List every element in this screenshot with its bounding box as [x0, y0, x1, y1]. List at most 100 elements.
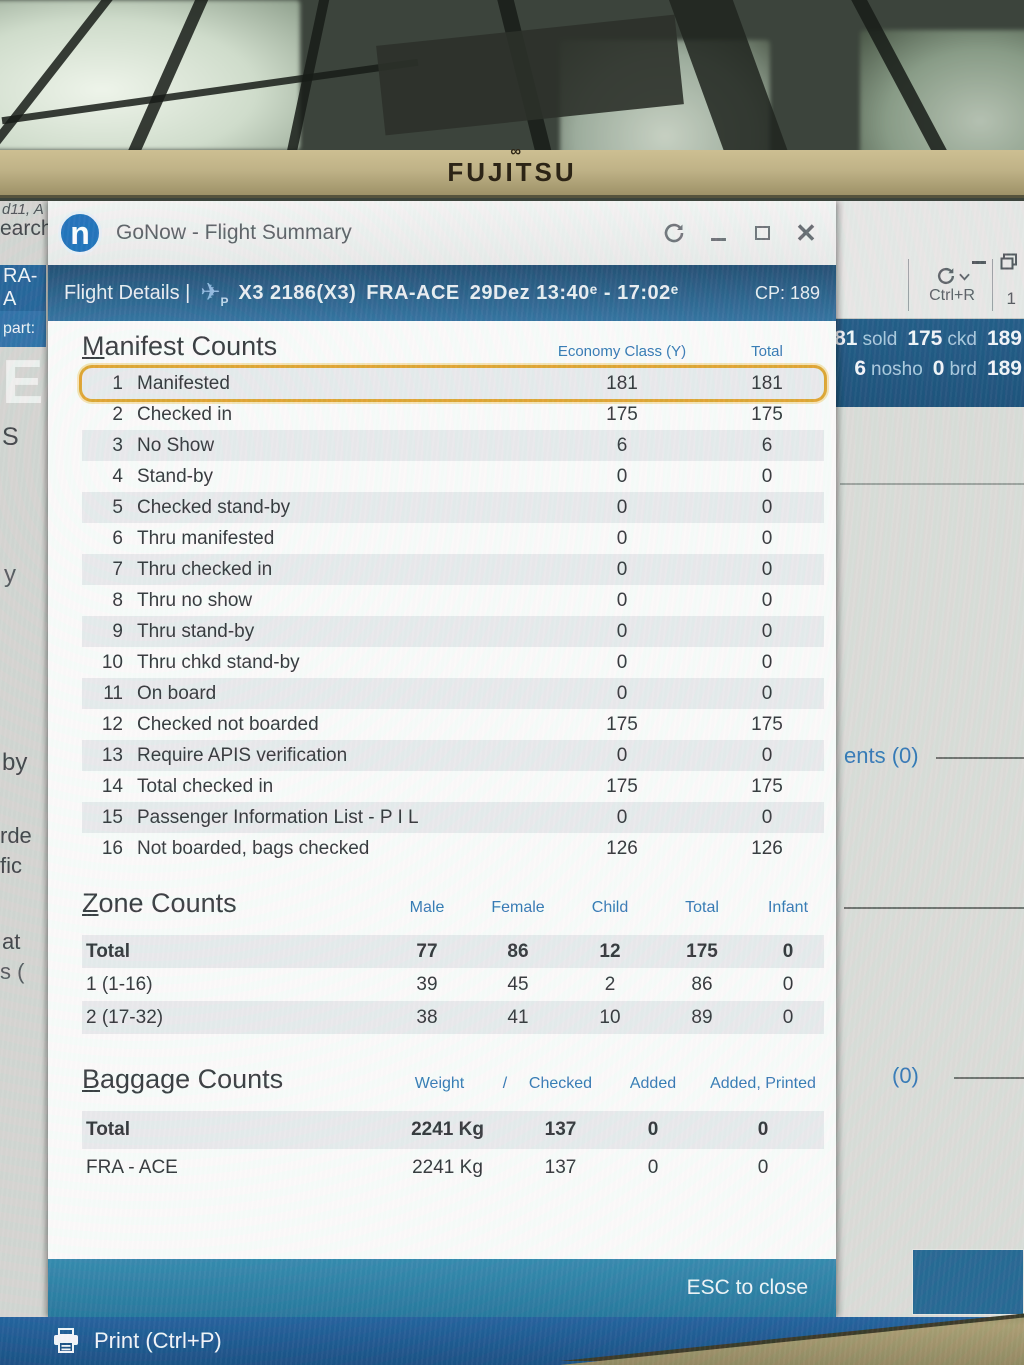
background-tab-fragment: RA-A — [0, 265, 46, 311]
manifest-row: 5 Checked stand-by 0 0 — [82, 492, 824, 523]
infant-column-header: Infant — [767, 899, 809, 916]
stats-row-2: 6 nosho 0 brd 189 — [840, 357, 1022, 381]
zone-table-header: Male Female Child Total Infant — [82, 895, 824, 921]
baggage-table-header: Weight / Checked Added Added, Printed — [82, 1071, 824, 1097]
comments-section-fragment: ents (0) — [844, 743, 919, 768]
zone-row: 2 (17-32) 38 41 10 89 0 — [82, 1001, 824, 1034]
zone-counts-title: Zone Counts — [82, 888, 237, 918]
background-tab-fragment: part: — [0, 311, 46, 347]
checked-column-header: Checked — [528, 1075, 593, 1092]
flight-summary-dialog: n GoNow - Flight Summary ✕ Flight Detail… — [48, 201, 836, 1317]
background-window-bottom-bar — [912, 1249, 1024, 1315]
esc-to-close-bar: ESC to close — [48, 1259, 836, 1317]
manifest-table-header: Economy Class (Y) Total — [82, 338, 824, 364]
economy-column-header: Economy Class (Y) — [557, 342, 687, 360]
zone-row: 1 (1-16) 39 45 2 86 0 — [86, 973, 794, 995]
background-text-fragment: by — [2, 749, 28, 776]
dialog-titlebar: n GoNow - Flight Summary ✕ — [48, 201, 836, 265]
close-icon[interactable]: ✕ — [795, 218, 817, 248]
background-text-fragment: at — [2, 929, 21, 954]
divider — [936, 757, 1024, 759]
monitor-brand: ∞ FUJITSU — [447, 143, 577, 187]
manifest-row: 16 Not boarded, bags checked 126 126 — [101, 837, 783, 859]
stat-item: 189 — [986, 357, 1022, 380]
airplane-icon: ✈P — [200, 278, 229, 309]
manifest-row: 12 Checked not boarded 175 175 — [101, 713, 783, 735]
refresh-ctrl-r-button[interactable]: Ctrl+R — [918, 257, 986, 313]
column-separator: / — [502, 1075, 508, 1092]
flight-details-bar: Flight Details | ✈P X3 2186(X3) FRA-ACE … — [48, 265, 836, 321]
count-fragment: (0) — [892, 1063, 919, 1088]
dialog-content: Manifest Counts Economy Class (Y) Total … — [48, 321, 836, 1259]
baggage-row: FRA - ACE 2241 Kg 137 0 0 — [86, 1157, 769, 1178]
child-column-header: Child — [591, 899, 629, 916]
manifest-row: 4 Stand-by 0 0 — [112, 465, 773, 487]
flight-number: X3 2186(X3) — [238, 281, 357, 304]
female-column-header: Female — [491, 899, 545, 916]
total-column-header: Total — [685, 899, 719, 916]
background-text-fragment: rde — [0, 823, 32, 848]
baggage-table-body: Total 2241 Kg 137 0 0 FRA - ACE 2241 Kg 137 0 0 — [82, 1111, 824, 1187]
monitor-bezel: ∞ FUJITSU — [0, 143, 1024, 198]
print-label: Print (Ctrl+P) — [94, 1328, 222, 1353]
toolbar-separator — [992, 259, 993, 311]
total-column-header: Total — [751, 342, 783, 360]
zone-table-body: Total 77 86 12 175 0 1 (1-16) 39 45 2 86 0 2 (17-32)… — [82, 935, 824, 1034]
manifest-row: 3 No Show 6 6 — [82, 430, 824, 461]
flight-details-label: Flight Details | — [64, 281, 191, 304]
capacity-label: CP: 189 — [754, 282, 820, 303]
weight-column-header: Weight — [414, 1075, 465, 1092]
manifest-row: 2 Checked in 175 175 — [112, 403, 783, 425]
window-title: GoNow - Flight Summary — [116, 221, 352, 244]
baggage-counts-title: Baggage Counts — [82, 1064, 284, 1094]
printer-icon — [54, 1328, 78, 1353]
background-text-fragment: fic — [0, 853, 22, 878]
background-text-fragment: s ( — [0, 959, 25, 984]
page-number: 1 — [1006, 289, 1016, 308]
male-column-header: Male — [409, 899, 445, 916]
restore-window-icon[interactable] — [1000, 253, 1018, 271]
added-column-header: Added — [629, 1075, 677, 1092]
gonow-logo-icon: n — [58, 211, 102, 255]
esc-to-close-label: ESC to close — [686, 1276, 808, 1299]
divider — [954, 1077, 1024, 1079]
maximize-icon[interactable] — [750, 221, 774, 245]
caret-down-icon — [958, 273, 970, 281]
manifest-row: 6 Thru manifested 0 0 — [112, 527, 773, 549]
added-printed-column-header: Added, Printed — [710, 1075, 816, 1092]
toolbar-separator — [908, 259, 909, 311]
refresh-icon — [935, 265, 970, 287]
background-text-fragment: d11, A — [2, 201, 44, 218]
background-text-fragment: earch — [0, 217, 53, 240]
manifest-row: 13 Require APIS verification 0 0 — [82, 740, 824, 771]
manifest-row: 9 Thru stand-by 0 0 — [82, 616, 824, 647]
minimize-icon[interactable] — [972, 260, 986, 264]
manifest-row: 1 Manifested 181 181 — [82, 368, 824, 399]
background-letter-fragment: E — [2, 348, 44, 417]
manifest-row: 7 Thru checked in 0 0 — [82, 554, 824, 585]
refresh-icon[interactable] — [662, 221, 686, 245]
fujitsu-logo-icon: ∞ — [510, 143, 525, 160]
minimize-icon[interactable] — [706, 221, 730, 245]
divider — [844, 907, 1024, 909]
monitor-screen: d11, A earch RA-A part: E S y by rde fic… — [0, 201, 1024, 1365]
background-text-fragment: y — [4, 561, 16, 588]
zone-row: Total 77 86 12 175 0 — [82, 935, 824, 968]
baggage-row: Total 2241 Kg 137 0 0 — [82, 1111, 824, 1149]
stat-item: 6 nosho — [854, 357, 923, 380]
manifest-row: 10 Thru chkd stand-by 0 0 — [101, 651, 773, 673]
background-text-fragment: S — [2, 423, 19, 451]
stat-item: 0 brd — [932, 357, 977, 380]
stat-item: 175 ckd — [907, 327, 977, 350]
background-window-toolbar: Ctrl+R 1 — [836, 201, 1024, 319]
manifest-row: 11 On board 0 0 — [82, 678, 824, 709]
manifest-counts-title: Manifest Counts — [82, 331, 278, 361]
glass-ceiling-background — [0, 0, 1024, 152]
divider — [840, 483, 1024, 485]
manifest-row: 8 Thru no show 0 0 — [112, 589, 773, 611]
